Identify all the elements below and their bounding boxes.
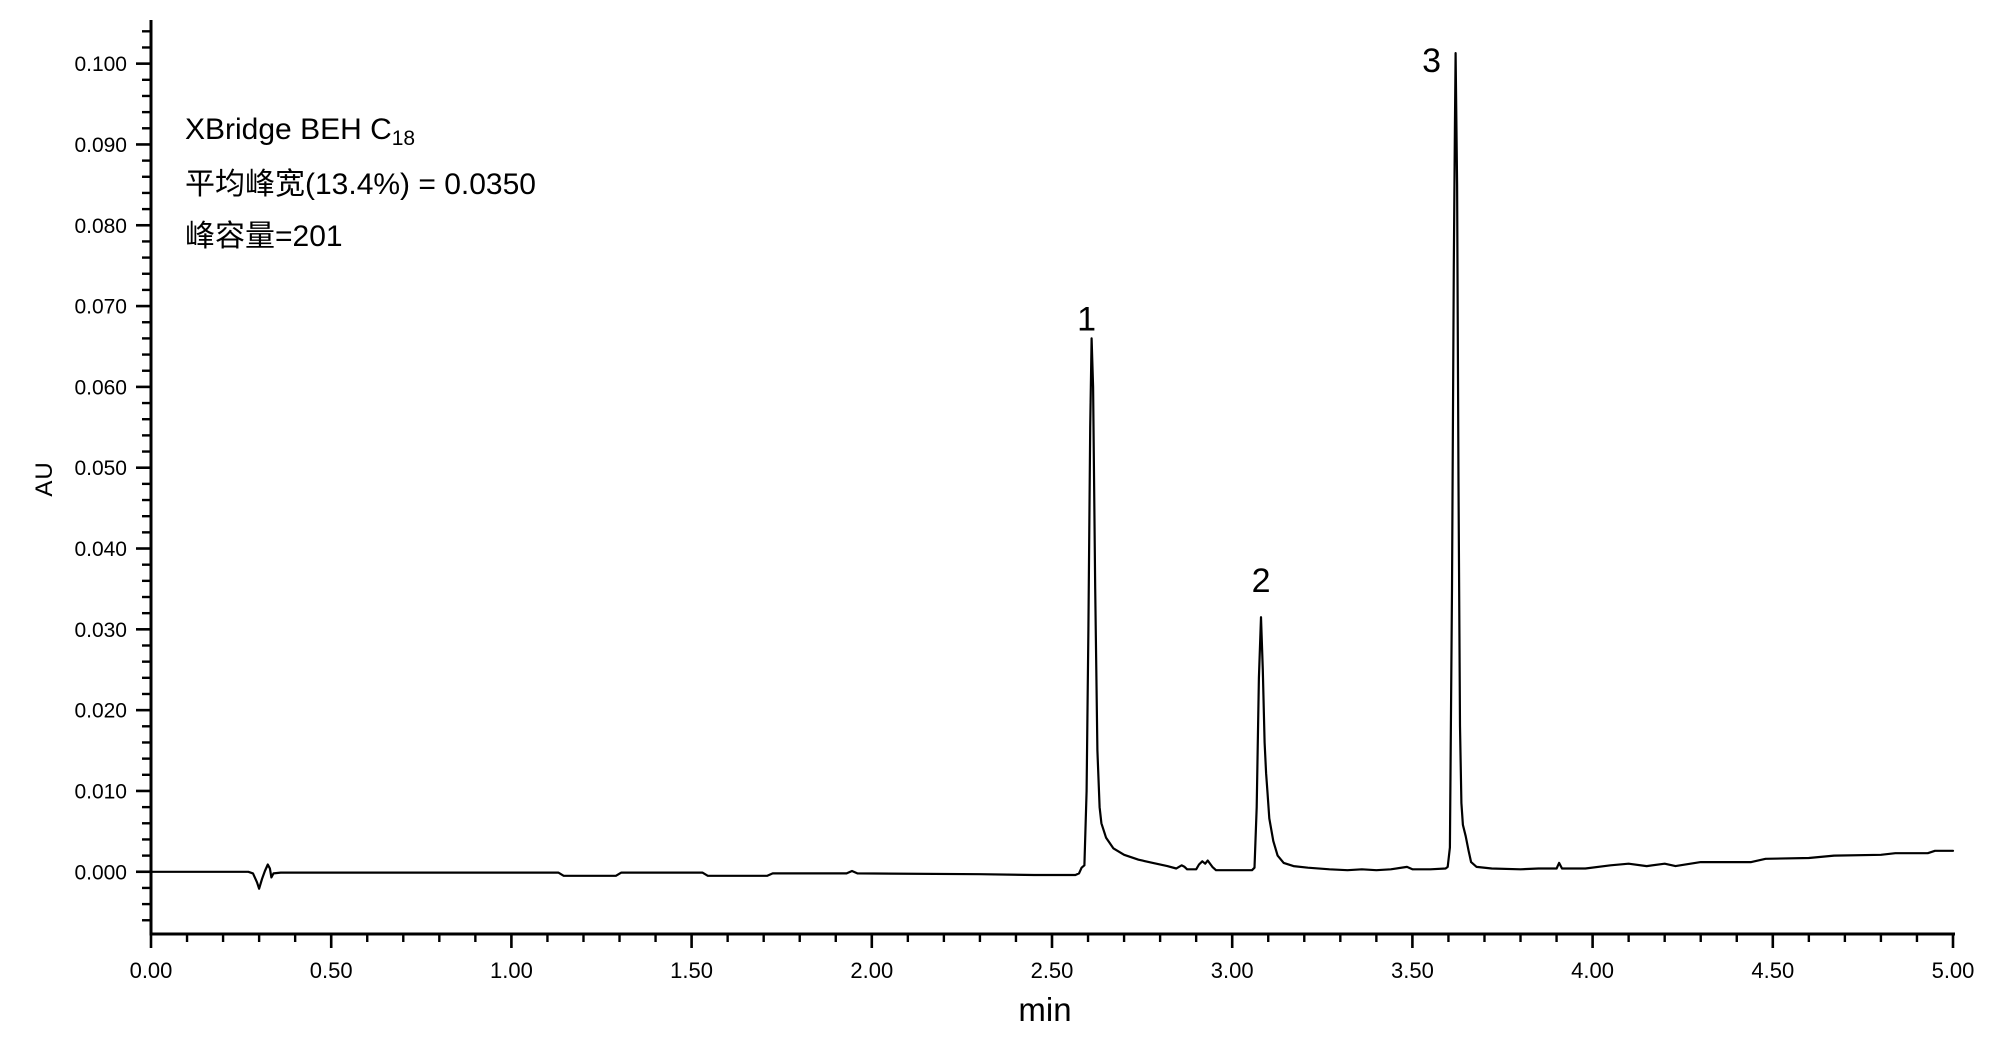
peak-label-3: 3 — [1422, 42, 1441, 80]
x-tick-label: 0.50 — [310, 958, 353, 983]
x-tick-label: 3.00 — [1211, 958, 1254, 983]
y-tick-label: 0.050 — [74, 457, 127, 480]
x-tick-label: 2.50 — [1031, 958, 1074, 983]
y-axis-title: AU — [31, 461, 58, 497]
y-tick-label: 0.000 — [74, 861, 127, 884]
column-name-subscript: 18 — [391, 127, 416, 150]
x-tick-label: 1.50 — [670, 958, 713, 983]
x-tick-label: 5.00 — [1932, 958, 1975, 983]
y-tick-label: 0.080 — [74, 215, 127, 238]
x-axis-title: min — [1018, 991, 1072, 1028]
y-tick-label: 0.100 — [74, 53, 127, 76]
x-tick-label: 3.50 — [1391, 958, 1434, 983]
x-tick-label: 0.00 — [130, 958, 173, 983]
annotation-line-column: XBridge BEH C18 — [185, 104, 536, 159]
annotation-line-peak-width: 平均峰宽(13.4%) = 0.0350 — [185, 168, 536, 201]
column-annotation: XBridge BEH C18 平均峰宽(13.4%) = 0.0350 峰容量… — [185, 104, 536, 263]
y-tick-label: 0.070 — [74, 296, 127, 319]
y-tick-label: 0.030 — [74, 619, 127, 642]
x-tick-label: 1.00 — [490, 958, 533, 983]
y-tick-label: 0.010 — [74, 780, 127, 803]
y-tick-label: 0.020 — [74, 700, 127, 723]
x-tick-label: 4.50 — [1751, 958, 1794, 983]
peak-label-1: 1 — [1077, 300, 1096, 338]
y-tick-label: 0.040 — [74, 538, 127, 561]
peak-label-2: 2 — [1252, 562, 1271, 600]
column-name-text: XBridge BEH C — [185, 113, 392, 146]
x-tick-label: 4.00 — [1571, 958, 1614, 983]
chromatogram-trace — [149, 52, 1955, 890]
x-tick-label: 2.00 — [850, 958, 893, 983]
annotation-line-peak-capacity: 峰容量=201 — [185, 220, 343, 253]
y-tick-label: 0.090 — [74, 134, 127, 157]
y-tick-label: 0.060 — [74, 376, 127, 399]
